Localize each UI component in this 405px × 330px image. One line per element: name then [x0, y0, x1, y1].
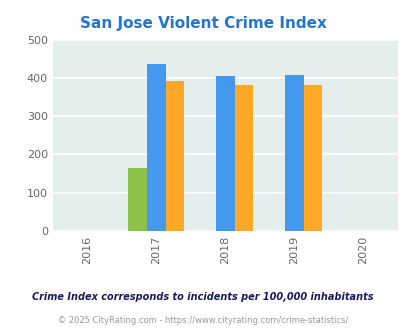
- Text: Crime Index corresponds to incidents per 100,000 inhabitants: Crime Index corresponds to incidents per…: [32, 292, 373, 302]
- Text: © 2025 CityRating.com - https://www.cityrating.com/crime-statistics/: © 2025 CityRating.com - https://www.city…: [58, 315, 347, 325]
- Text: San Jose Violent Crime Index: San Jose Violent Crime Index: [79, 16, 326, 31]
- Bar: [165, 81, 184, 231]
- Bar: [147, 64, 165, 231]
- Bar: [303, 85, 322, 231]
- Bar: [284, 75, 303, 231]
- Bar: [215, 76, 234, 231]
- Bar: [128, 168, 147, 231]
- Bar: [234, 85, 253, 231]
